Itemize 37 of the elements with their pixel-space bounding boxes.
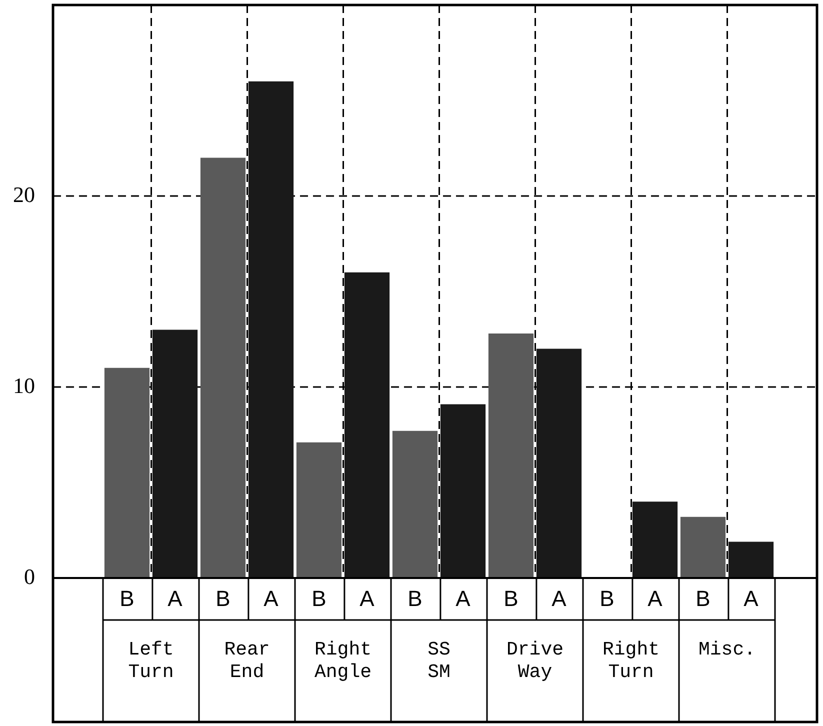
text: A xyxy=(648,586,662,612)
x-tick-label: Right Angle xyxy=(314,638,372,684)
bar xyxy=(440,404,486,578)
bar xyxy=(728,542,774,578)
x-tick-label: Rear End xyxy=(224,638,270,684)
text: B xyxy=(600,586,614,612)
y-tick-label: 0 xyxy=(24,564,35,589)
x-tick-label: Left Turn xyxy=(128,638,174,684)
bar xyxy=(152,330,198,578)
text: B xyxy=(408,586,422,612)
bar xyxy=(632,502,678,578)
x-tick-label: Misc. xyxy=(698,638,756,660)
x-tick-label: SS SM xyxy=(428,638,450,684)
bar xyxy=(104,368,150,578)
text: A xyxy=(264,586,278,612)
series-label: A xyxy=(168,586,183,612)
text: B xyxy=(504,586,518,612)
x-tick-label: Drive Way xyxy=(506,638,564,684)
bar xyxy=(536,348,582,578)
text: A xyxy=(456,586,470,612)
text: B xyxy=(216,586,230,612)
bar xyxy=(392,430,438,578)
text: A xyxy=(552,586,566,612)
series-label: B xyxy=(120,586,134,612)
bar xyxy=(296,442,342,578)
y-tick-label: 20 xyxy=(13,182,35,207)
bar xyxy=(680,516,726,578)
bar xyxy=(488,334,534,578)
x-tick-label: Right Turn xyxy=(602,638,660,684)
bar xyxy=(200,158,246,578)
bar xyxy=(344,272,390,578)
y-tick-label: 10 xyxy=(13,372,35,398)
text: A xyxy=(360,586,374,612)
bar xyxy=(248,81,294,578)
text: B xyxy=(696,586,710,612)
text: B xyxy=(312,586,326,612)
text: A xyxy=(744,586,758,612)
